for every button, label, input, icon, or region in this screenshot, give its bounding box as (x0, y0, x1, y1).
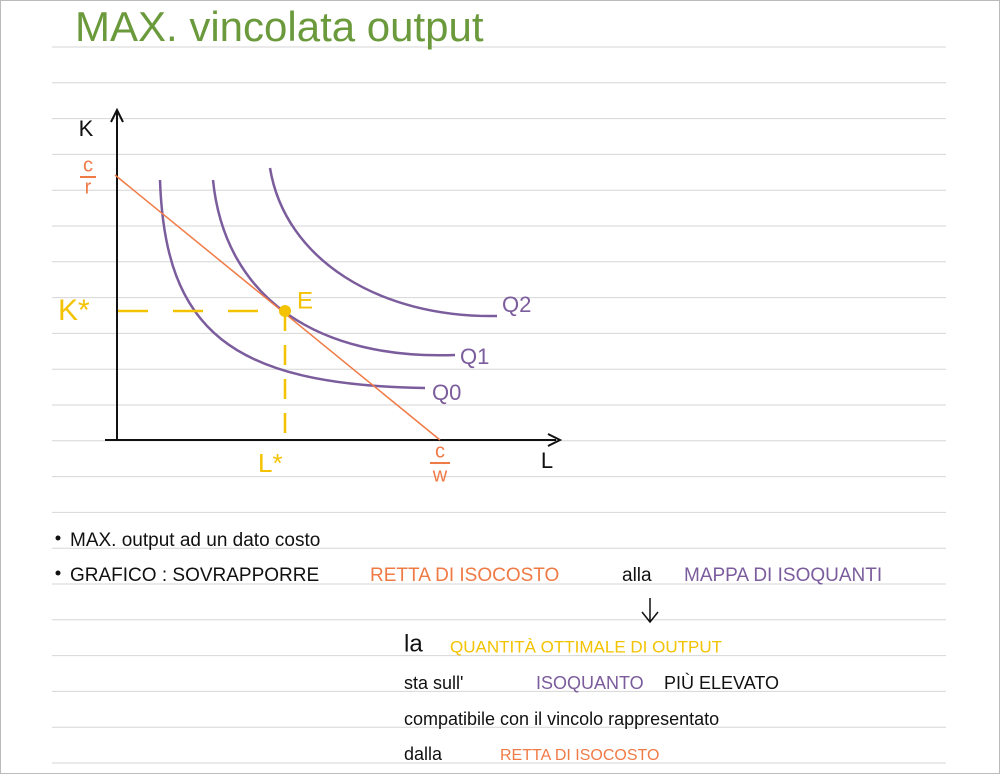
k-intercept-num: c (83, 154, 93, 176)
bullet-text: MAX. output ad un dato costo (70, 530, 320, 551)
isoquant-label: Q2 (502, 292, 531, 317)
conclusion-text: compatibile con il vincolo rappresentato (404, 709, 719, 729)
bullet-text: alla (622, 565, 652, 586)
down-arrow-head (641, 611, 659, 624)
title: MAX. vincolata output (75, 3, 484, 50)
point-label: E (297, 287, 313, 314)
bullet-dot (55, 535, 61, 541)
bullet-text: MAPPA DI ISOQUANTI (684, 565, 882, 586)
isoquant-label: Q0 (432, 380, 461, 405)
conclusion-text: QUANTITÀ OTTIMALE DI OUTPUT (450, 637, 722, 656)
conclusion-text: sta sull' (404, 673, 463, 693)
conclusion-text: dalla (404, 744, 443, 764)
l-intercept-den: w (432, 464, 448, 486)
x-arrow (547, 433, 563, 447)
isoquant-q0 (158, 179, 426, 390)
bullet-dot (55, 570, 61, 576)
l-star-label: L* (258, 448, 283, 478)
isoquant-label: Q1 (460, 344, 489, 369)
y-arrow (110, 107, 124, 123)
isoquant-q2 (268, 167, 498, 318)
x-axis-label: L (541, 448, 553, 473)
bullet-text: RETTA DI ISOCOSTO (370, 565, 559, 586)
l-intercept-num: c (435, 440, 445, 462)
conclusion-text: RETTA DI ISOCOSTO (500, 747, 659, 764)
conclusion-text: ISOQUANTO (536, 673, 644, 693)
bullet-text: GRAFICO : SOVRAPPORRE (70, 565, 319, 586)
diagram: K L c r c w K* L* E Q2 Q1 Q0 (58, 107, 563, 486)
y-axis-label: K (79, 116, 94, 141)
equilibrium-point (279, 305, 291, 317)
k-star-label: K* (58, 294, 90, 327)
isocost-line (114, 174, 441, 441)
conclusion-text: PIÙ ELEVATO (664, 672, 779, 693)
conclusion-text: la (404, 630, 423, 657)
k-intercept-den: r (85, 176, 92, 198)
